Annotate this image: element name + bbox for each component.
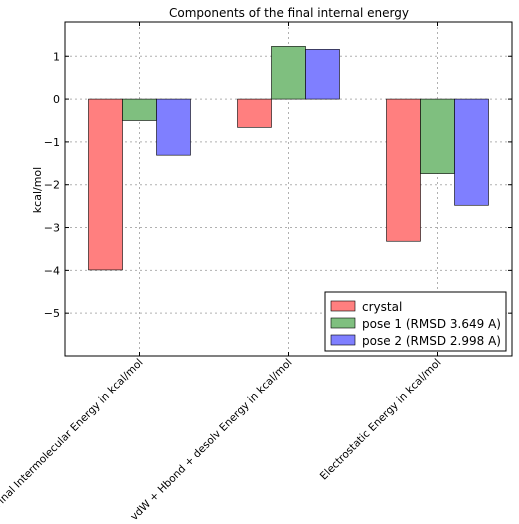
bar-crystal	[237, 98, 272, 128]
y-tick-label: −4	[44, 264, 60, 277]
plot-frame	[64, 21, 513, 357]
bar-pose-1	[271, 46, 306, 100]
y-axis-label: kcal/mol	[31, 167, 44, 213]
legend-swatch	[330, 300, 356, 312]
bar-pose-1	[122, 98, 157, 121]
bar-pose-1	[420, 98, 455, 174]
bar-crystal	[88, 98, 123, 271]
legend-swatch	[330, 334, 356, 346]
chart-title: Components of the final internal energy	[169, 6, 409, 20]
bar-crystal	[386, 98, 421, 242]
y-tick-label: −1	[44, 136, 60, 149]
y-tick-label: −2	[44, 179, 60, 192]
y-tick-label: −3	[44, 222, 60, 235]
bars	[88, 46, 489, 271]
y-tick-label: 1	[53, 50, 60, 63]
legend-label: pose 2 (RMSD 2.998 A)	[362, 334, 501, 348]
y-tick-label: −5	[44, 307, 60, 320]
legend-label: crystal	[362, 300, 402, 314]
bar-pose-2	[454, 98, 489, 206]
legend: crystal pose 1 (RMSD 3.649 A) pose 2 (RMSD…	[324, 291, 507, 352]
bar-pose-2	[156, 98, 191, 156]
y-tick-label: 0	[53, 93, 60, 106]
legend-swatch	[330, 317, 356, 329]
legend-label: pose 1 (RMSD 3.649 A)	[362, 317, 501, 331]
bar-pose-2	[305, 49, 340, 100]
